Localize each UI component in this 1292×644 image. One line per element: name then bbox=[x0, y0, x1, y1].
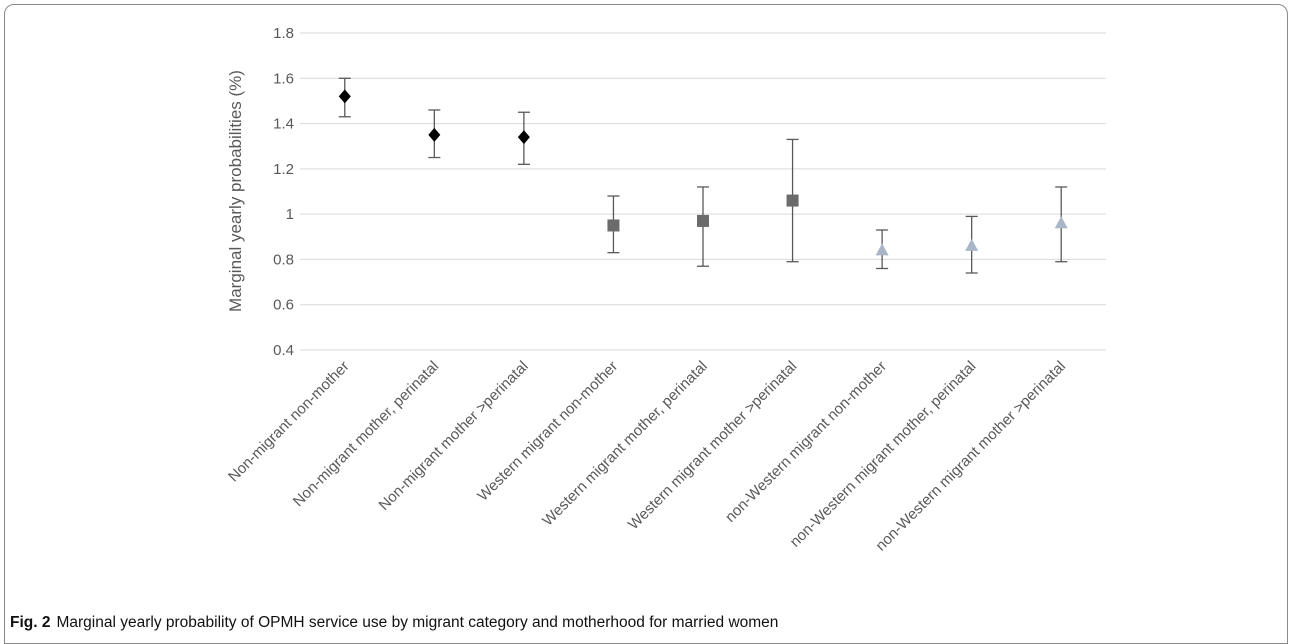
x-tick-label: non-Western migrant non-mother bbox=[722, 358, 890, 526]
y-tick-label: 0.6 bbox=[273, 297, 294, 314]
figure-caption: Fig. 2 Marginal yearly probability of OPM… bbox=[10, 614, 778, 632]
figure-label: Fig. 2 bbox=[10, 614, 51, 631]
y-tick-labels: 0.4 0.6 0.8 1 1.2 1.4 1.6 1.8 bbox=[273, 25, 294, 359]
x-tick-label: Non-migrant mother, perinatal bbox=[290, 358, 442, 510]
y-tick-label: 1.6 bbox=[273, 70, 294, 87]
data-point bbox=[1054, 216, 1068, 229]
data-point bbox=[786, 194, 799, 207]
x-tick-label: non-Western migrant mother >perinatal bbox=[872, 358, 1069, 555]
x-tick-label: Non-migrant mother >perinatal bbox=[376, 358, 532, 514]
y-tick-label: 1.4 bbox=[273, 116, 294, 133]
y-tick-label: 0.4 bbox=[273, 342, 294, 359]
error-bars bbox=[338, 77, 1068, 274]
x-tick-label: Western migrant mother >perinatal bbox=[625, 358, 800, 533]
x-tick-label: non-Western migrant mother, perinatal bbox=[787, 358, 980, 551]
caption-text: Marginal yearly probability of OPMH serv… bbox=[56, 614, 779, 631]
y-tick-label: 1.2 bbox=[273, 161, 294, 178]
data-point bbox=[428, 127, 441, 142]
x-tick-label: Western migrant mother, perinatal bbox=[539, 358, 711, 530]
data-point bbox=[607, 219, 620, 232]
y-axis-title: Marginal yearly probabilities (%) bbox=[226, 70, 245, 312]
data-point bbox=[697, 214, 709, 227]
data-point bbox=[517, 130, 530, 145]
chart: 0.4 0.6 0.8 1 1.2 1.4 1.6 1.8 Non-migrant non-m… bbox=[225, 25, 1106, 555]
data-markers bbox=[338, 89, 1068, 256]
data-point bbox=[338, 89, 351, 104]
data-point bbox=[875, 243, 889, 256]
y-tick-label: 0.8 bbox=[273, 251, 294, 268]
y-tick-label: 1 bbox=[286, 206, 294, 223]
data-point bbox=[965, 238, 979, 251]
y-tick-label: 1.8 bbox=[273, 25, 294, 42]
